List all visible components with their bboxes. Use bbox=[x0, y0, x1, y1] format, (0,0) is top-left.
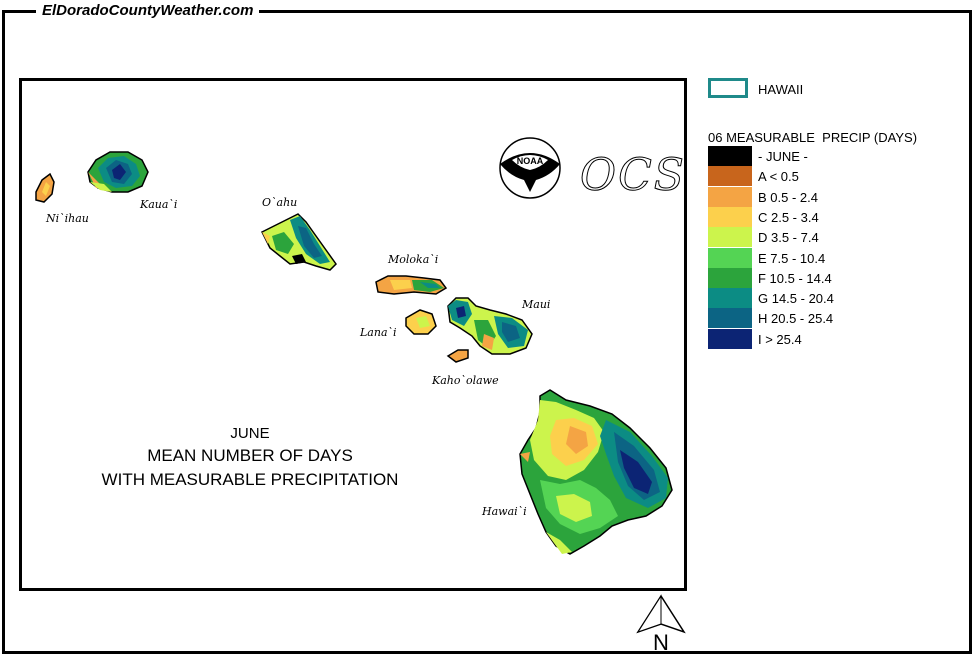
legend-swatch bbox=[708, 166, 752, 187]
map-title-line2: WITH MEASURABLE PRECIPITATION bbox=[101, 470, 399, 489]
legend-region-label: HAWAII bbox=[758, 82, 804, 97]
legend-title: 06 MEASURABLE PRECIP (DAYS) bbox=[708, 130, 918, 145]
legend-label: C 2.5 - 3.4 bbox=[758, 209, 819, 225]
label-hawaii: Hawai`i bbox=[482, 505, 527, 518]
legend-label: A < 0.5 bbox=[758, 169, 799, 185]
legend-swatch bbox=[708, 308, 752, 329]
noaa-logo: NOAA bbox=[499, 137, 561, 199]
label-kahoolawe: Kaho`olawe bbox=[432, 374, 499, 387]
legend-swatch bbox=[708, 146, 752, 166]
legend-label: E 7.5 - 10.4 bbox=[758, 250, 826, 266]
label-lanai: Lana`i bbox=[360, 326, 397, 339]
outer-frame bbox=[2, 10, 972, 654]
legend-swatch bbox=[708, 288, 752, 309]
legend-label: G 14.5 - 20.4 bbox=[758, 291, 834, 307]
island-kahoolawe bbox=[446, 349, 469, 363]
legend-swatch bbox=[708, 186, 752, 207]
legend-label: D 3.5 - 7.4 bbox=[758, 230, 819, 246]
island-molokai bbox=[375, 275, 448, 295]
island-lanai bbox=[405, 309, 437, 335]
island-hawaii bbox=[519, 389, 673, 555]
legend-label: H 20.5 - 25.4 bbox=[758, 311, 834, 327]
north-label: N bbox=[653, 630, 669, 655]
legend-region-swatch bbox=[708, 78, 748, 98]
legend-label: F 10.5 - 14.4 bbox=[758, 270, 832, 286]
svg-text:NOAA: NOAA bbox=[517, 156, 544, 166]
north-arrow-icon: N bbox=[636, 594, 686, 655]
island-kauai bbox=[87, 151, 149, 193]
label-kauai: Kaua`i bbox=[140, 198, 178, 211]
site-title[interactable]: ElDoradoCountyWeather.com bbox=[36, 2, 260, 19]
legend-swatch bbox=[708, 206, 752, 227]
map-title-month: JUNE bbox=[230, 425, 270, 442]
legend-label: - JUNE - bbox=[758, 149, 808, 164]
label-oahu: O`ahu bbox=[262, 196, 298, 209]
legend-swatch bbox=[708, 328, 752, 349]
legend-swatch bbox=[708, 247, 752, 268]
island-niihau bbox=[35, 172, 55, 203]
island-maui bbox=[447, 297, 533, 355]
label-molokai: Moloka`i bbox=[388, 253, 439, 266]
map-title-line1: MEAN NUMBER OF DAYS bbox=[147, 446, 353, 465]
legend-label: I > 25.4 bbox=[758, 331, 802, 347]
island-oahu bbox=[260, 213, 337, 271]
ocs-logo: OCS bbox=[580, 150, 686, 202]
legend-swatch bbox=[708, 227, 752, 248]
legend-label: B 0.5 - 2.4 bbox=[758, 189, 818, 205]
label-maui: Maui bbox=[522, 298, 551, 311]
legend-swatch bbox=[708, 267, 752, 288]
map-title: JUNE MEAN NUMBER OF DAYS WITH MEASURABLE… bbox=[60, 424, 440, 492]
label-niihau: Ni`ihau bbox=[46, 212, 89, 225]
